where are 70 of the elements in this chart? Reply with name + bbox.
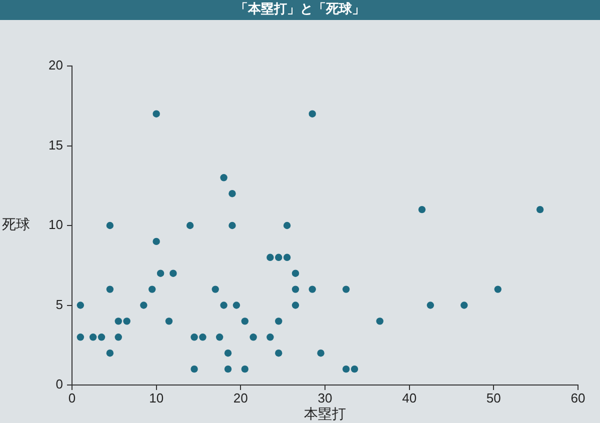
point	[224, 365, 232, 373]
point	[190, 365, 198, 373]
point	[275, 254, 282, 261]
y-tick-label: 0	[56, 376, 63, 392]
point	[190, 334, 198, 341]
point	[152, 238, 160, 246]
y-tick-label: 10	[48, 217, 63, 232]
point	[317, 350, 324, 357]
x-tick-label: 30	[318, 390, 332, 406]
point	[199, 334, 206, 341]
y-tick-label: 15	[48, 137, 63, 152]
point	[494, 286, 502, 293]
point	[292, 286, 300, 293]
point	[275, 350, 282, 357]
point	[114, 334, 122, 341]
point	[232, 302, 240, 309]
point	[308, 110, 316, 118]
y-tick-label: 20	[48, 58, 63, 73]
point	[186, 222, 194, 230]
x-tick-label: 50	[486, 390, 501, 406]
point	[152, 110, 160, 118]
point	[106, 222, 114, 230]
point	[266, 334, 274, 341]
point	[228, 222, 236, 230]
point	[98, 334, 106, 341]
point	[376, 318, 384, 325]
point	[123, 318, 130, 325]
point	[308, 286, 316, 293]
point	[342, 286, 350, 293]
point	[220, 302, 228, 309]
point	[114, 318, 122, 325]
x-tick-label: 40	[402, 390, 417, 406]
point	[148, 286, 156, 293]
point	[76, 302, 84, 309]
point	[106, 350, 114, 357]
point	[283, 222, 291, 230]
point	[228, 190, 236, 198]
point	[241, 365, 248, 373]
point	[165, 318, 173, 325]
x-tick-label: 10	[149, 390, 164, 406]
point	[426, 302, 434, 309]
point	[292, 302, 300, 309]
point	[250, 334, 257, 341]
point	[292, 270, 300, 277]
point	[283, 254, 291, 261]
x-tick-label: 0	[68, 390, 76, 406]
point	[224, 350, 232, 357]
point	[266, 254, 274, 261]
point	[275, 318, 282, 325]
y-axis-title: 死球	[2, 217, 30, 234]
point	[418, 206, 426, 214]
chart-title: 「本塁打」と「死球」	[0, 0, 600, 20]
x-tick-label: 60	[570, 390, 586, 406]
x-tick-label: 20	[233, 390, 248, 406]
point	[212, 286, 219, 293]
point	[170, 270, 177, 277]
point	[241, 318, 248, 325]
point	[216, 334, 224, 341]
point	[460, 302, 468, 309]
point	[220, 174, 228, 182]
point	[350, 365, 358, 373]
point	[89, 334, 97, 341]
point	[76, 334, 84, 341]
point	[156, 270, 164, 277]
x-axis-title: 本塁打	[304, 405, 346, 422]
point	[536, 206, 544, 214]
point	[140, 302, 148, 309]
y-tick-label: 5	[56, 296, 63, 312]
point	[106, 286, 114, 293]
point	[342, 365, 350, 373]
